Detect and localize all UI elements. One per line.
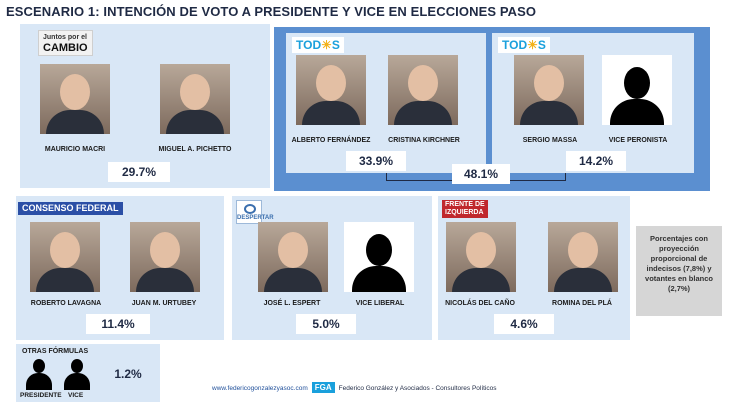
macri-photo [40, 64, 110, 134]
pichetto-photo [160, 64, 230, 134]
fga-logo: FGA [311, 382, 335, 393]
silhouette-icon [344, 222, 414, 292]
frente-percent: 4.6% [494, 314, 554, 334]
otras-panel: OTRAS FÓRMULAS PRESIDENTE VICE 1.2% [16, 344, 160, 402]
consenso-percent: 11.4% [86, 314, 150, 334]
methodology-note: Porcentajes con proyección proporcional … [636, 226, 722, 316]
consenso-panel: CONSENSO FEDERAL ROBERTO LAVAGNA JUAN M.… [16, 196, 224, 340]
candidate-name-pichetto: MIGUEL A. PICHETTO [158, 146, 232, 153]
espert-photo [258, 222, 328, 292]
candidate-name-fernandez: ALBERTO FERNÁNDEZ [291, 137, 371, 144]
todos-logo: TOD☀S [498, 37, 550, 53]
otras-label: OTRAS FÓRMULAS [22, 348, 89, 355]
consenso-logo: CONSENSO FEDERAL [18, 202, 123, 215]
footer: www.federicogonzalezyasoc.com FGA Federico… [212, 382, 497, 393]
candidate-name-del-pla: ROMINA DEL PLÁ [552, 300, 612, 307]
todos2-percent: 14.2% [566, 151, 626, 171]
silhouette-icon [24, 358, 54, 390]
candidate-name-massa: SERGIO MASSA [522, 137, 578, 144]
fernandez-photo [296, 55, 366, 125]
lavagna-photo [30, 222, 100, 292]
del-pla-photo [548, 222, 618, 292]
del-cano-photo [446, 222, 516, 292]
footer-url[interactable]: www.federicogonzalezyasoc.com [212, 385, 308, 392]
footer-company: Federico González y Asociados - Consulto… [338, 385, 497, 392]
candidate-name-del-cano: NICOLÁS DEL CAÑO [445, 300, 515, 307]
candidate-name-vice-liberal: VICE LIBERAL [355, 300, 405, 307]
juntos-percent: 29.7% [108, 162, 170, 182]
todos1-percent: 33.9% [346, 151, 406, 171]
juntos-logo: Juntos por el CAMBIO [38, 30, 93, 56]
silhouette-icon [62, 358, 92, 390]
kirchner-photo [388, 55, 458, 125]
massa-photo [514, 55, 584, 125]
silhouette-icon [602, 55, 672, 125]
frente-logo: FRENTE DE IZQUIERDA [442, 200, 488, 218]
candidate-name-kirchner: CRISTINA KIRCHNER [388, 137, 460, 144]
despertar-logo: DESPERTAR [236, 200, 274, 224]
despertar-percent: 5.0% [296, 314, 356, 334]
candidate-name-urtubey: JUAN M. URTUBEY [131, 300, 197, 307]
juntos-panel: Juntos por el CAMBIO MAURICIO MACRI MIGU… [20, 24, 270, 188]
otras-presidente-label: PRESIDENTE [20, 392, 62, 399]
candidate-name-vice-peronista: VICE PERONISTA [608, 137, 668, 144]
otras-percent: 1.2% [114, 367, 142, 381]
urtubey-photo [130, 222, 200, 292]
page-title: ESCENARIO 1: INTENCIÓN DE VOTO A PRESIDE… [6, 4, 537, 19]
candidate-name-macri: MAURICIO MACRI [44, 146, 106, 153]
todos-logo: TOD☀S [292, 37, 344, 53]
frente-panel: FRENTE DE IZQUIERDA NICOLÁS DEL CAÑO ROM… [438, 196, 630, 340]
todos1-panel: TOD☀S ALBERTO FERNÁNDEZ CRISTINA KIRCHNE… [286, 33, 486, 173]
candidate-name-espert: JOSÉ L. ESPERT [263, 300, 321, 307]
despertar-panel: DESPERTAR JOSÉ L. ESPERT VICE LIBERAL 5.… [232, 196, 432, 340]
todos2-panel: TOD☀S SERGIO MASSA VICE PERONISTA 14.2% [492, 33, 694, 173]
otras-vice-label: VICE [68, 392, 84, 399]
todos-total-percent: 48.1% [452, 164, 510, 184]
candidate-name-lavagna: ROBERTO LAVAGNA [30, 300, 102, 307]
